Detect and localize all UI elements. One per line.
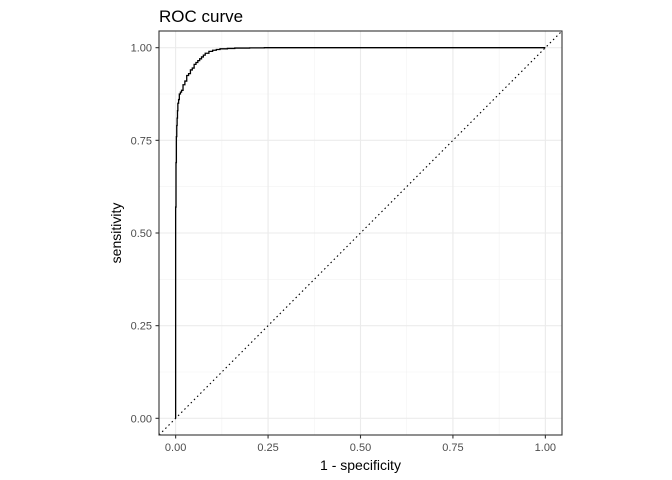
x-axis-ticks: 0.00 0.25 0.50 0.75 1.00 xyxy=(165,435,556,454)
y-tick-label: 1.00 xyxy=(131,43,152,55)
y-tick-label: 0.25 xyxy=(131,321,152,333)
x-tick-label: 0.75 xyxy=(442,442,463,454)
x-tick-label: 0.25 xyxy=(257,442,278,454)
y-axis-ticks: 0.00 0.25 0.50 0.75 1.00 xyxy=(131,43,159,425)
y-tick-label: 0.75 xyxy=(131,135,152,147)
roc-curve-line xyxy=(174,47,546,419)
x-tick-label: 0.50 xyxy=(350,442,371,454)
chart-title: ROC curve xyxy=(159,7,243,26)
major-gridlines xyxy=(159,31,562,435)
reference-diagonal-line xyxy=(158,30,563,436)
y-axis-title: sensitivity xyxy=(108,203,124,264)
x-tick-label: 1.00 xyxy=(535,442,556,454)
x-axis-title: 1 - specificity xyxy=(320,457,401,473)
y-tick-label: 0.50 xyxy=(131,228,152,240)
y-tick-label: 0.00 xyxy=(131,413,152,425)
x-tick-label: 0.00 xyxy=(165,442,186,454)
